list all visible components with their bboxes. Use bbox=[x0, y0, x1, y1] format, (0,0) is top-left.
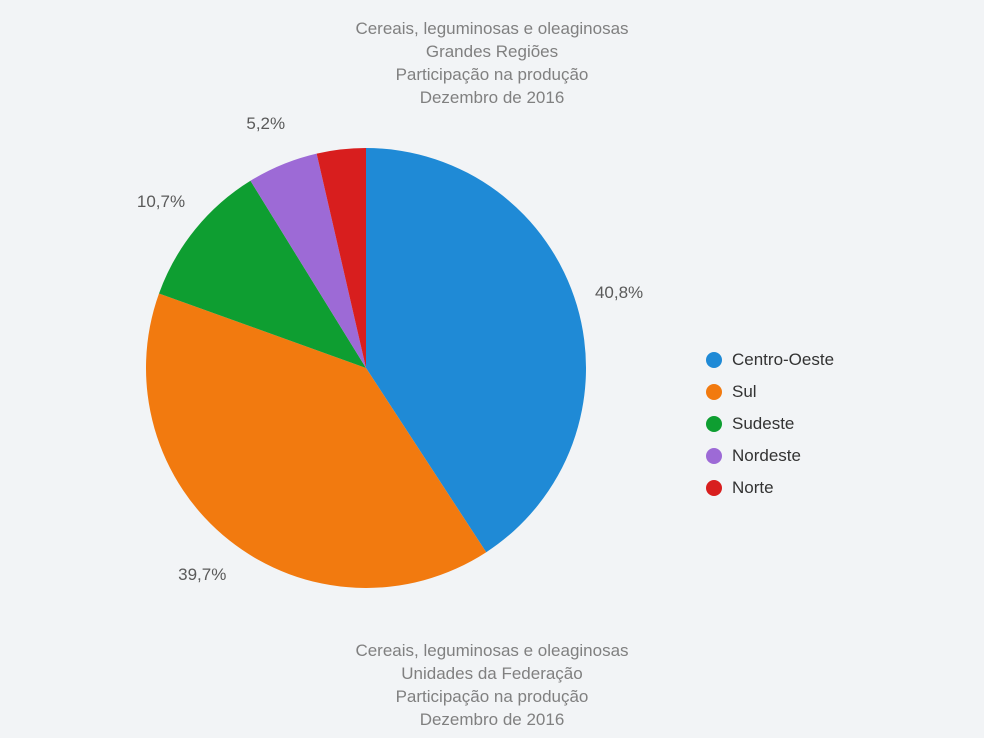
legend-item: Nordeste bbox=[706, 446, 834, 466]
legend-label: Nordeste bbox=[732, 446, 801, 466]
chart-legend: Centro-Oeste Sul Sudeste Nordeste Norte bbox=[706, 350, 834, 510]
chart-title-bottom: Cereais, leguminosas e oleaginosasUnidad… bbox=[0, 640, 984, 732]
pie-slice-label: 39,7% bbox=[178, 565, 226, 585]
title-line: Participação na produção bbox=[0, 686, 984, 709]
title-line: Grandes Regiões bbox=[0, 41, 984, 64]
legend-swatch bbox=[706, 352, 722, 368]
legend-swatch bbox=[706, 480, 722, 496]
legend-label: Sudeste bbox=[732, 414, 794, 434]
legend-item: Sudeste bbox=[706, 414, 834, 434]
title-line: Cereais, leguminosas e oleaginosas bbox=[0, 640, 984, 663]
legend-label: Centro-Oeste bbox=[732, 350, 834, 370]
legend-swatch bbox=[706, 448, 722, 464]
legend-label: Norte bbox=[732, 478, 774, 498]
legend-item: Centro-Oeste bbox=[706, 350, 834, 370]
pie-slice-label: 40,8% bbox=[595, 283, 643, 303]
pie-chart: 40,8%39,7%10,7%5,2% bbox=[146, 148, 586, 588]
pie-slice-label: 10,7% bbox=[137, 192, 185, 212]
title-line: Participação na produção bbox=[0, 64, 984, 87]
title-line: Unidades da Federação bbox=[0, 663, 984, 686]
chart-title-top: Cereais, leguminosas e oleaginosasGrande… bbox=[0, 18, 984, 110]
legend-item: Norte bbox=[706, 478, 834, 498]
legend-label: Sul bbox=[732, 382, 757, 402]
title-line: Dezembro de 2016 bbox=[0, 709, 984, 732]
title-line: Dezembro de 2016 bbox=[0, 87, 984, 110]
title-line: Cereais, leguminosas e oleaginosas bbox=[0, 18, 984, 41]
legend-swatch bbox=[706, 416, 722, 432]
legend-item: Sul bbox=[706, 382, 834, 402]
legend-swatch bbox=[706, 384, 722, 400]
pie-slice-label: 5,2% bbox=[246, 114, 285, 134]
pie-svg bbox=[146, 148, 586, 588]
